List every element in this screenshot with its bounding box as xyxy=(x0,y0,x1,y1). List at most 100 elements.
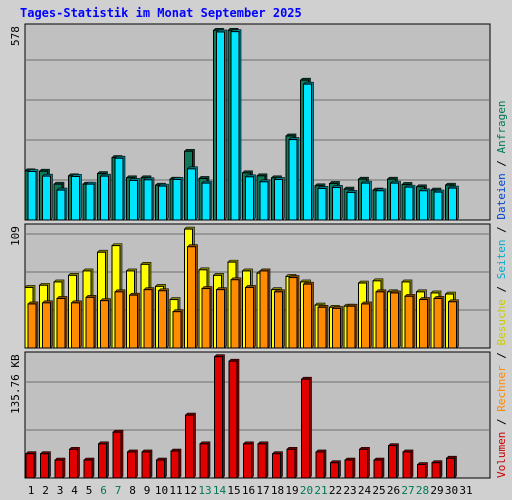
bar-volumen-day-4 xyxy=(69,448,78,479)
bar-dateien-day-21 xyxy=(317,187,327,221)
x-tick-label-day-23: 23 xyxy=(343,484,356,497)
bar-dateien-day-29 xyxy=(433,191,443,221)
bar-volumen-day-24 xyxy=(359,448,368,479)
bar-rechner-day-1 xyxy=(27,303,37,349)
x-tick-label-day-27: 27 xyxy=(401,484,414,497)
bar-dateien-day-18 xyxy=(274,178,283,221)
x-tick-label-day-31: 31 xyxy=(459,484,472,497)
bar-volumen-day-9 xyxy=(141,451,151,479)
bar-rechner-day-4 xyxy=(71,302,80,349)
bar-volumen-day-8 xyxy=(127,451,136,479)
bar-rechner-day-29 xyxy=(433,297,443,349)
y-max-label-panel-1: 578 xyxy=(9,26,22,47)
bar-rechner-day-17 xyxy=(259,270,269,349)
bar-dateien-day-10 xyxy=(158,185,167,221)
x-tick-label-day-5: 5 xyxy=(86,484,93,497)
legend-item: / xyxy=(495,352,508,359)
bar-dateien-day-16 xyxy=(245,176,254,221)
bar-volumen-day-19 xyxy=(286,448,296,479)
x-tick-label-day-30: 30 xyxy=(445,484,458,497)
bar-volumen-day-28 xyxy=(417,464,426,479)
bar-volumen-day-10 xyxy=(156,459,165,479)
bar-rechner-day-28 xyxy=(419,299,428,349)
bar-rechner-day-2 xyxy=(42,302,51,349)
bar-rechner-day-8 xyxy=(129,294,138,349)
bar-dateien-day-12 xyxy=(187,168,196,221)
bar-dateien-day-22 xyxy=(332,186,341,221)
bar-dateien-day-20 xyxy=(303,83,312,221)
bar-dateien-day-27 xyxy=(404,186,414,221)
bar-rechner-day-25 xyxy=(375,291,385,349)
bar-rechner-day-18 xyxy=(274,291,283,349)
legend-item: / xyxy=(495,285,508,293)
bar-rechner-day-20 xyxy=(303,283,312,349)
bar-volumen-day-2 xyxy=(40,453,49,479)
bar-dateien-day-4 xyxy=(71,175,80,221)
bar-rechner-day-11 xyxy=(172,311,182,349)
bar-dateien-day-6 xyxy=(100,175,109,221)
legend-item: Seiten xyxy=(495,239,508,280)
y-max-label-panel-2: 109 xyxy=(9,226,22,247)
bar-volumen-day-12 xyxy=(185,414,194,479)
bar-volumen-day-17 xyxy=(257,443,267,479)
bar-volumen-day-3 xyxy=(54,459,64,479)
bar-volumen-day-21 xyxy=(315,451,325,479)
bar-rechner-day-13 xyxy=(201,288,211,349)
x-tick-label-day-1: 1 xyxy=(28,484,35,497)
bar-rechner-day-9 xyxy=(143,289,153,349)
x-tick-label-day-22: 22 xyxy=(329,484,342,497)
bar-volumen-day-23 xyxy=(344,459,354,479)
bar-volumen-day-11 xyxy=(170,450,180,479)
x-tick-label-day-6: 6 xyxy=(100,484,107,497)
x-tick-label-day-2: 2 xyxy=(42,484,49,497)
bar-volumen-day-18 xyxy=(272,453,281,479)
bar-volumen-day-30 xyxy=(446,457,455,479)
x-tick-label-day-16: 16 xyxy=(242,484,255,497)
x-tick-label-day-18: 18 xyxy=(271,484,284,497)
legend-item: Anfragen xyxy=(495,100,508,154)
x-tick-label-day-14: 14 xyxy=(213,484,227,497)
x-tick-label-day-21: 21 xyxy=(314,484,327,497)
x-tick-label-day-7: 7 xyxy=(115,484,122,497)
bar-volumen-day-7 xyxy=(112,431,122,479)
x-tick-label-day-15: 15 xyxy=(227,484,240,497)
legend-item: Rechner xyxy=(495,365,508,412)
bar-rechner-day-14 xyxy=(216,289,225,349)
bar-dateien-day-13 xyxy=(201,182,211,221)
y-max-label-panel-3: 135.76 KB xyxy=(9,354,22,415)
bar-dateien-day-8 xyxy=(129,179,138,221)
bar-volumen-day-27 xyxy=(402,451,412,479)
bar-rechner-day-27 xyxy=(404,295,414,349)
legend-item: / xyxy=(495,226,508,233)
bar-rechner-day-24 xyxy=(361,303,370,349)
bar-dateien-day-9 xyxy=(143,179,153,221)
bar-rechner-day-22 xyxy=(332,307,341,349)
chart-title: Tages-Statistik im Monat September 2025 xyxy=(20,6,302,20)
x-tick-label-day-10: 10 xyxy=(155,484,168,497)
legend-item: Dateien xyxy=(495,173,508,220)
bar-dateien-day-28 xyxy=(419,190,428,221)
bar-rechner-day-23 xyxy=(346,305,356,349)
bar-dateien-day-7 xyxy=(114,157,124,221)
x-tick-label-day-26: 26 xyxy=(387,484,400,497)
x-tick-label-day-8: 8 xyxy=(129,484,136,497)
bar-dateien-day-26 xyxy=(390,182,399,221)
bar-dateien-day-17 xyxy=(259,181,269,221)
bar-dateien-day-5 xyxy=(85,183,95,221)
bar-dateien-day-19 xyxy=(288,139,298,221)
bar-volumen-day-6 xyxy=(98,443,107,479)
legend-item: Volumen xyxy=(495,431,508,478)
bar-volumen-day-29 xyxy=(431,462,441,479)
bar-volumen-day-14 xyxy=(214,356,223,479)
bar-rechner-day-5 xyxy=(85,296,95,349)
bar-volumen-day-20 xyxy=(301,378,310,479)
x-tick-label-day-17: 17 xyxy=(256,484,269,497)
bar-rechner-day-12 xyxy=(187,246,196,349)
bar-volumen-day-26 xyxy=(388,445,397,479)
legend-item: Besuche xyxy=(495,299,508,346)
x-tick-label-day-13: 13 xyxy=(198,484,211,497)
x-tick-label-day-19: 19 xyxy=(285,484,298,497)
bar-rechner-day-6 xyxy=(100,300,109,349)
bar-rechner-day-30 xyxy=(448,301,457,349)
